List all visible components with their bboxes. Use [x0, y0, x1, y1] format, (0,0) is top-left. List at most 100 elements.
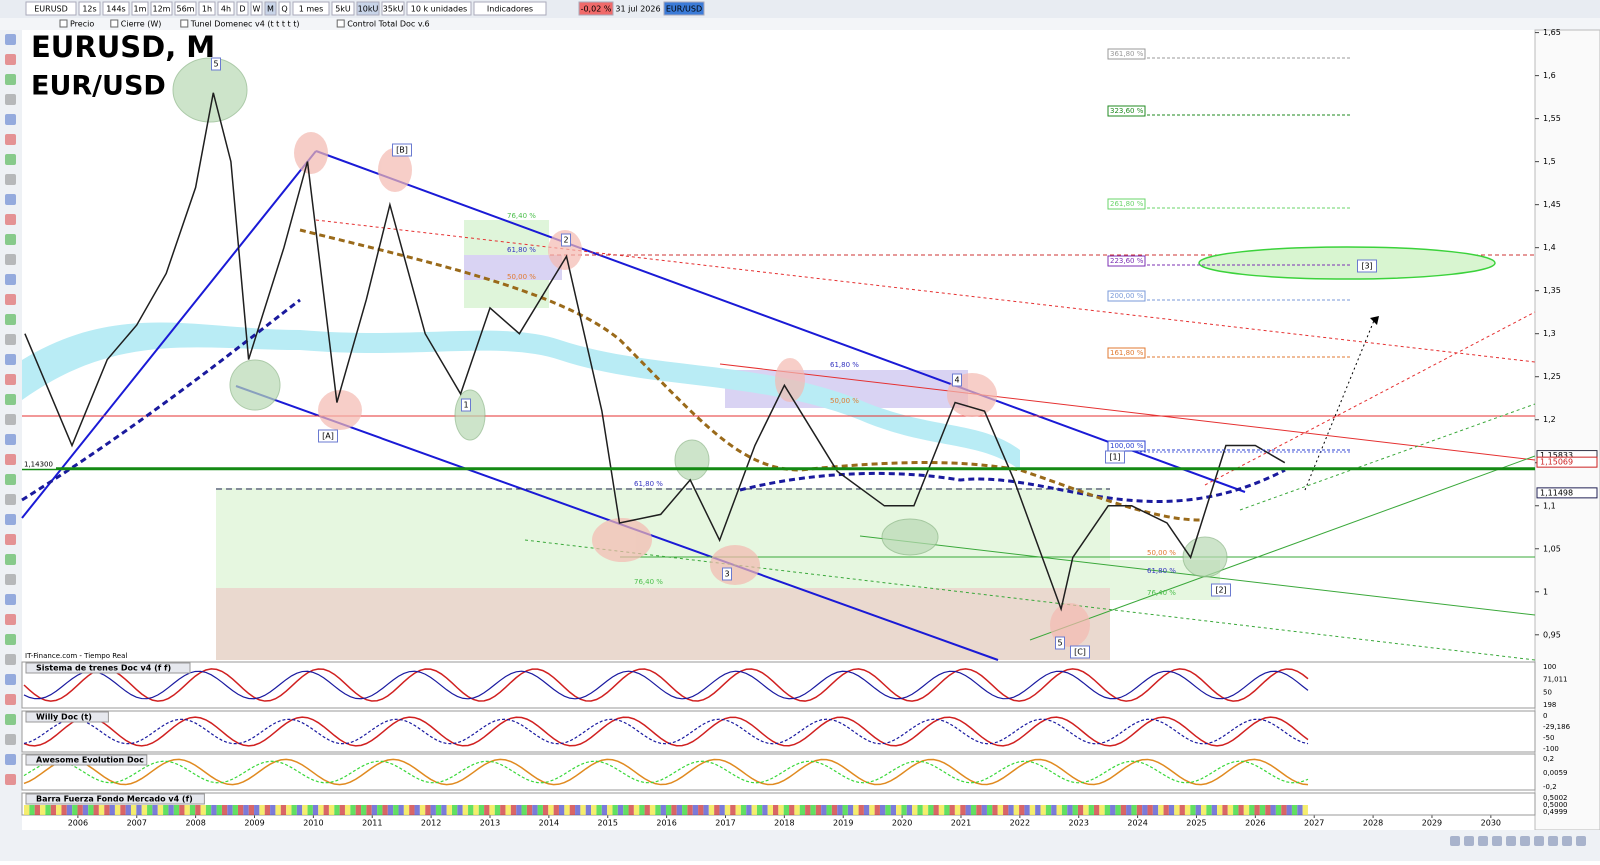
toolbar-label[interactable]: 1 mes [299, 5, 324, 14]
toolbar-label[interactable]: 12s [82, 5, 96, 14]
indicator-line [23, 760, 1309, 784]
toolbar-button[interactable] [381, 1, 405, 16]
toolbar-button[interactable] [264, 1, 277, 16]
tool-icon[interactable] [5, 74, 16, 85]
tool-icon[interactable] [5, 374, 16, 385]
tool-icon[interactable] [5, 34, 16, 45]
toolbar-button[interactable] [78, 1, 101, 16]
toolbar-label[interactable]: 5kU [335, 5, 351, 14]
toolbar-label[interactable]: 1m [134, 5, 147, 14]
tool-icon[interactable] [5, 414, 16, 425]
toolbar-label[interactable]: 144s [106, 5, 125, 14]
tool-icon[interactable] [5, 594, 16, 605]
legend-label[interactable]: Tunel Domenec v4 (t t t t t) [190, 20, 300, 29]
bottom-icon[interactable] [1548, 836, 1558, 846]
toolbar-button[interactable] [102, 1, 130, 16]
tool-icon[interactable] [5, 694, 16, 705]
tool-icon[interactable] [5, 454, 16, 465]
toolbar-button[interactable] [174, 1, 197, 16]
legend-checkbox[interactable] [59, 19, 68, 28]
tool-icon[interactable] [5, 434, 16, 445]
toolbar-button[interactable] [406, 1, 472, 16]
toolbar-label[interactable]: 12m [153, 5, 171, 14]
legend-label[interactable]: Precio [70, 20, 94, 29]
bar [462, 805, 468, 815]
legend-label[interactable]: Cierre (W) [121, 20, 162, 29]
toolbar-button[interactable] [25, 1, 77, 16]
legend-checkbox[interactable] [336, 19, 345, 28]
tool-icon[interactable] [5, 674, 16, 685]
bottom-icon[interactable] [1562, 836, 1572, 846]
legend-checkbox[interactable] [180, 19, 189, 28]
toolbar-button[interactable] [331, 1, 355, 16]
toolbar-button[interactable] [292, 1, 330, 16]
tool-icon[interactable] [5, 234, 16, 245]
tool-icon[interactable] [5, 154, 16, 165]
toolbar-label[interactable]: EUR/USD [666, 5, 702, 14]
tool-icon[interactable] [5, 354, 16, 365]
tool-icon[interactable] [5, 614, 16, 625]
toolbar-label[interactable]: D [239, 5, 245, 14]
legend-checkbox[interactable] [110, 19, 119, 28]
bottom-icon[interactable] [1576, 836, 1586, 846]
toolbar-button[interactable] [217, 1, 235, 16]
toolbar-button[interactable] [473, 1, 547, 16]
toolbar-label[interactable]: Indicadores [487, 5, 533, 14]
legend-label[interactable]: Control Total Doc v.6 [347, 20, 429, 29]
bottom-icon[interactable] [1492, 836, 1502, 846]
toolbar-button[interactable] [356, 1, 380, 16]
toolbar-label[interactable]: 10 k unidades [411, 5, 467, 14]
tool-icon[interactable] [5, 294, 16, 305]
bottom-icon[interactable] [1506, 836, 1516, 846]
toolbar-button[interactable] [250, 1, 263, 16]
toolbar-button[interactable] [198, 1, 216, 16]
toolbar-label[interactable]: 1h [202, 5, 212, 14]
bottom-icon[interactable] [1534, 836, 1544, 846]
tool-icon[interactable] [5, 654, 16, 665]
tool-icon[interactable] [5, 114, 16, 125]
tool-icon[interactable] [5, 634, 16, 645]
toolbar-label[interactable]: -0,02 % [581, 5, 612, 14]
bottom-icon[interactable] [1464, 836, 1474, 846]
toolbar-button[interactable] [663, 1, 705, 16]
bottom-icon[interactable] [1520, 836, 1530, 846]
toolbar-button[interactable] [150, 1, 173, 16]
toolbar-label[interactable]: W [253, 5, 261, 14]
tool-icon[interactable] [5, 194, 16, 205]
tool-icon[interactable] [5, 494, 16, 505]
tool-icon[interactable] [5, 94, 16, 105]
toolbar-label[interactable]: 35kU [383, 5, 404, 14]
toolbar-button[interactable] [578, 1, 614, 16]
tool-icon[interactable] [5, 734, 16, 745]
tool-icon[interactable] [5, 334, 16, 345]
tool-icon[interactable] [5, 174, 16, 185]
tool-icon[interactable] [5, 474, 16, 485]
toolbar-label[interactable]: EURUSD [34, 5, 68, 14]
tool-icon[interactable] [5, 394, 16, 405]
bottom-icon[interactable] [1450, 836, 1460, 846]
tool-icon[interactable] [5, 134, 16, 145]
tool-icon[interactable] [5, 754, 16, 765]
tool-icon[interactable] [5, 514, 16, 525]
tool-icon[interactable] [5, 554, 16, 565]
tool-icon[interactable] [5, 714, 16, 725]
tool-icon[interactable] [5, 774, 16, 785]
toolbar-label[interactable]: Q [281, 5, 287, 14]
bar [398, 805, 404, 815]
bar [756, 805, 763, 815]
toolbar-label[interactable]: 56m [177, 5, 195, 14]
toolbar-label[interactable]: M [267, 5, 274, 14]
toolbar-button[interactable] [278, 1, 291, 16]
toolbar-button[interactable] [236, 1, 249, 16]
toolbar-button[interactable] [131, 1, 149, 16]
tool-icon[interactable] [5, 214, 16, 225]
tool-icon[interactable] [5, 254, 16, 265]
toolbar-label[interactable]: 4h [221, 5, 231, 14]
tool-icon[interactable] [5, 534, 16, 545]
tool-icon[interactable] [5, 274, 16, 285]
toolbar-label[interactable]: 10kU [358, 5, 379, 14]
tool-icon[interactable] [5, 314, 16, 325]
tool-icon[interactable] [5, 574, 16, 585]
bottom-icon[interactable] [1478, 836, 1488, 846]
tool-icon[interactable] [5, 54, 16, 65]
